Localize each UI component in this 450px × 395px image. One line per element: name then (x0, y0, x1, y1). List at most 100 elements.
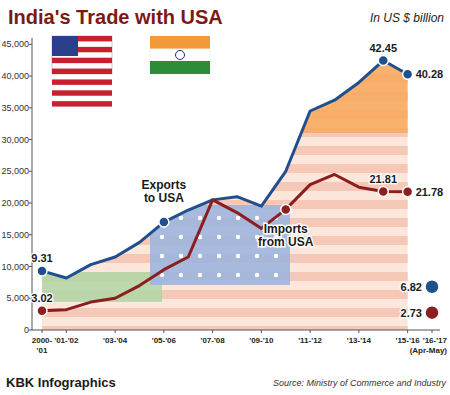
y-tick (29, 76, 32, 77)
y-tick (29, 330, 32, 331)
series-line (42, 174, 432, 312)
y-tick-label: 5,000 (6, 293, 29, 303)
annotation-line: Imports (264, 222, 308, 236)
area-star (236, 254, 240, 258)
subtitle: In US $ billion (370, 11, 444, 25)
point-marker (378, 56, 388, 66)
y-tick (29, 44, 32, 45)
axes: 05,00010,00015,00020,00025,00030,00035,0… (1, 38, 447, 355)
y-tick-label: 0 (24, 325, 29, 335)
data-label: 9.31 (31, 252, 52, 264)
x-tick-label-line: '05-'06 (152, 336, 177, 345)
x-tick-label: '11-'12 (298, 336, 322, 345)
x-tick-label: '07-'08 (200, 336, 225, 345)
area-stripe (32, 308, 440, 317)
point-marker (403, 187, 413, 197)
us-flag (52, 36, 112, 74)
point-marker (425, 280, 439, 294)
y-tick (29, 266, 32, 267)
x-tick-label-line: '13-'14 (347, 336, 372, 345)
point-marker (378, 187, 388, 197)
x-tick-label-line: '01 (37, 346, 48, 355)
x-tick-label-line: '11-'12 (298, 336, 322, 345)
annotation-line: from USA (258, 235, 314, 249)
x-tick-label-line: (Apr-May) (410, 346, 448, 355)
series-annotation: Importsfrom USA (258, 222, 314, 249)
area-star (236, 216, 240, 220)
x-tick-label: '09-'10 (249, 336, 274, 345)
area-star (274, 273, 278, 277)
background (0, 0, 450, 395)
x-tick-label-line: '16-'17 (423, 336, 448, 345)
y-tick (29, 171, 32, 172)
y-tick-label: 25,000 (1, 166, 29, 176)
area-star (236, 273, 240, 277)
area-star (255, 216, 259, 220)
x-tick (310, 330, 311, 333)
x-tick (407, 330, 408, 333)
x-tick-label: '05-'06 (152, 336, 177, 345)
area-stripe (32, 326, 440, 330)
x-tick-label-line: '09-'10 (249, 336, 274, 345)
x-tick (42, 330, 43, 333)
data-label: 42.45 (369, 42, 397, 54)
us-flag-stripe (52, 58, 112, 63)
plot-area (32, 38, 440, 330)
y-tick-label: 30,000 (1, 135, 29, 145)
x-tick-label: '16-'17(Apr-May) (410, 336, 448, 355)
pointer-marker (159, 217, 169, 227)
area-star (198, 216, 202, 220)
source: Source: Ministry of Commerce and Industr… (273, 378, 447, 388)
us-flag-canton (52, 36, 78, 56)
area-star (179, 216, 183, 220)
x-tick-label-line: '15-'16 (395, 336, 420, 345)
area-star (179, 235, 183, 239)
us-flag-stripe (52, 79, 112, 84)
x-tick-label: '13-'14 (347, 336, 372, 345)
series-annotation: Exportsto USA (142, 178, 187, 205)
x-tick-label-line: 2000- (32, 336, 53, 345)
area-star (198, 254, 202, 258)
export-area (32, 38, 440, 330)
point-marker (425, 306, 439, 320)
credit: KBK Infographics (6, 375, 116, 390)
area-star (160, 235, 164, 239)
y-tick-label: 20,000 (1, 198, 29, 208)
x-tick-label: '15-'16 (395, 336, 420, 345)
area-star (160, 254, 164, 258)
area-star (236, 235, 240, 239)
x-tick (358, 330, 359, 333)
x-tick (163, 330, 164, 333)
y-tick-label: 40,000 (1, 71, 29, 81)
x-tick (261, 330, 262, 333)
point-marker (403, 69, 413, 79)
chart-root: India's Trade with USA In US $ billion Exp… (0, 0, 450, 395)
data-label: 3.02 (31, 292, 52, 304)
x-tick (432, 330, 433, 333)
title: India's Trade with USA (8, 6, 223, 28)
india-flag-band (150, 36, 210, 49)
point-marker (37, 266, 47, 276)
us-flag-stripe (52, 90, 112, 95)
area-stripe (32, 56, 440, 65)
x-tick (115, 330, 116, 333)
y-tick (29, 203, 32, 204)
x-tick-label: '01-'02 (54, 336, 79, 345)
x-tick-label-line: '07-'08 (200, 336, 225, 345)
area-stripe (32, 146, 440, 155)
annotation-line: Exports (142, 178, 187, 192)
y-axis-line (32, 38, 33, 330)
area-star (255, 254, 259, 258)
area-star (217, 235, 221, 239)
y-tick-label: 35,000 (1, 103, 29, 113)
area-star (179, 273, 183, 277)
data-label: 21.81 (369, 173, 397, 185)
data-label: 21.78 (416, 186, 444, 198)
series-line (42, 61, 432, 287)
x-tick-label-line: '03-'04 (103, 336, 128, 345)
data-label: 2.73 (401, 307, 422, 319)
x-tick-label-line: '01-'02 (54, 336, 79, 345)
us-flag-stripe (52, 101, 112, 106)
india-flag-band (150, 49, 210, 61)
x-tick (212, 330, 213, 333)
